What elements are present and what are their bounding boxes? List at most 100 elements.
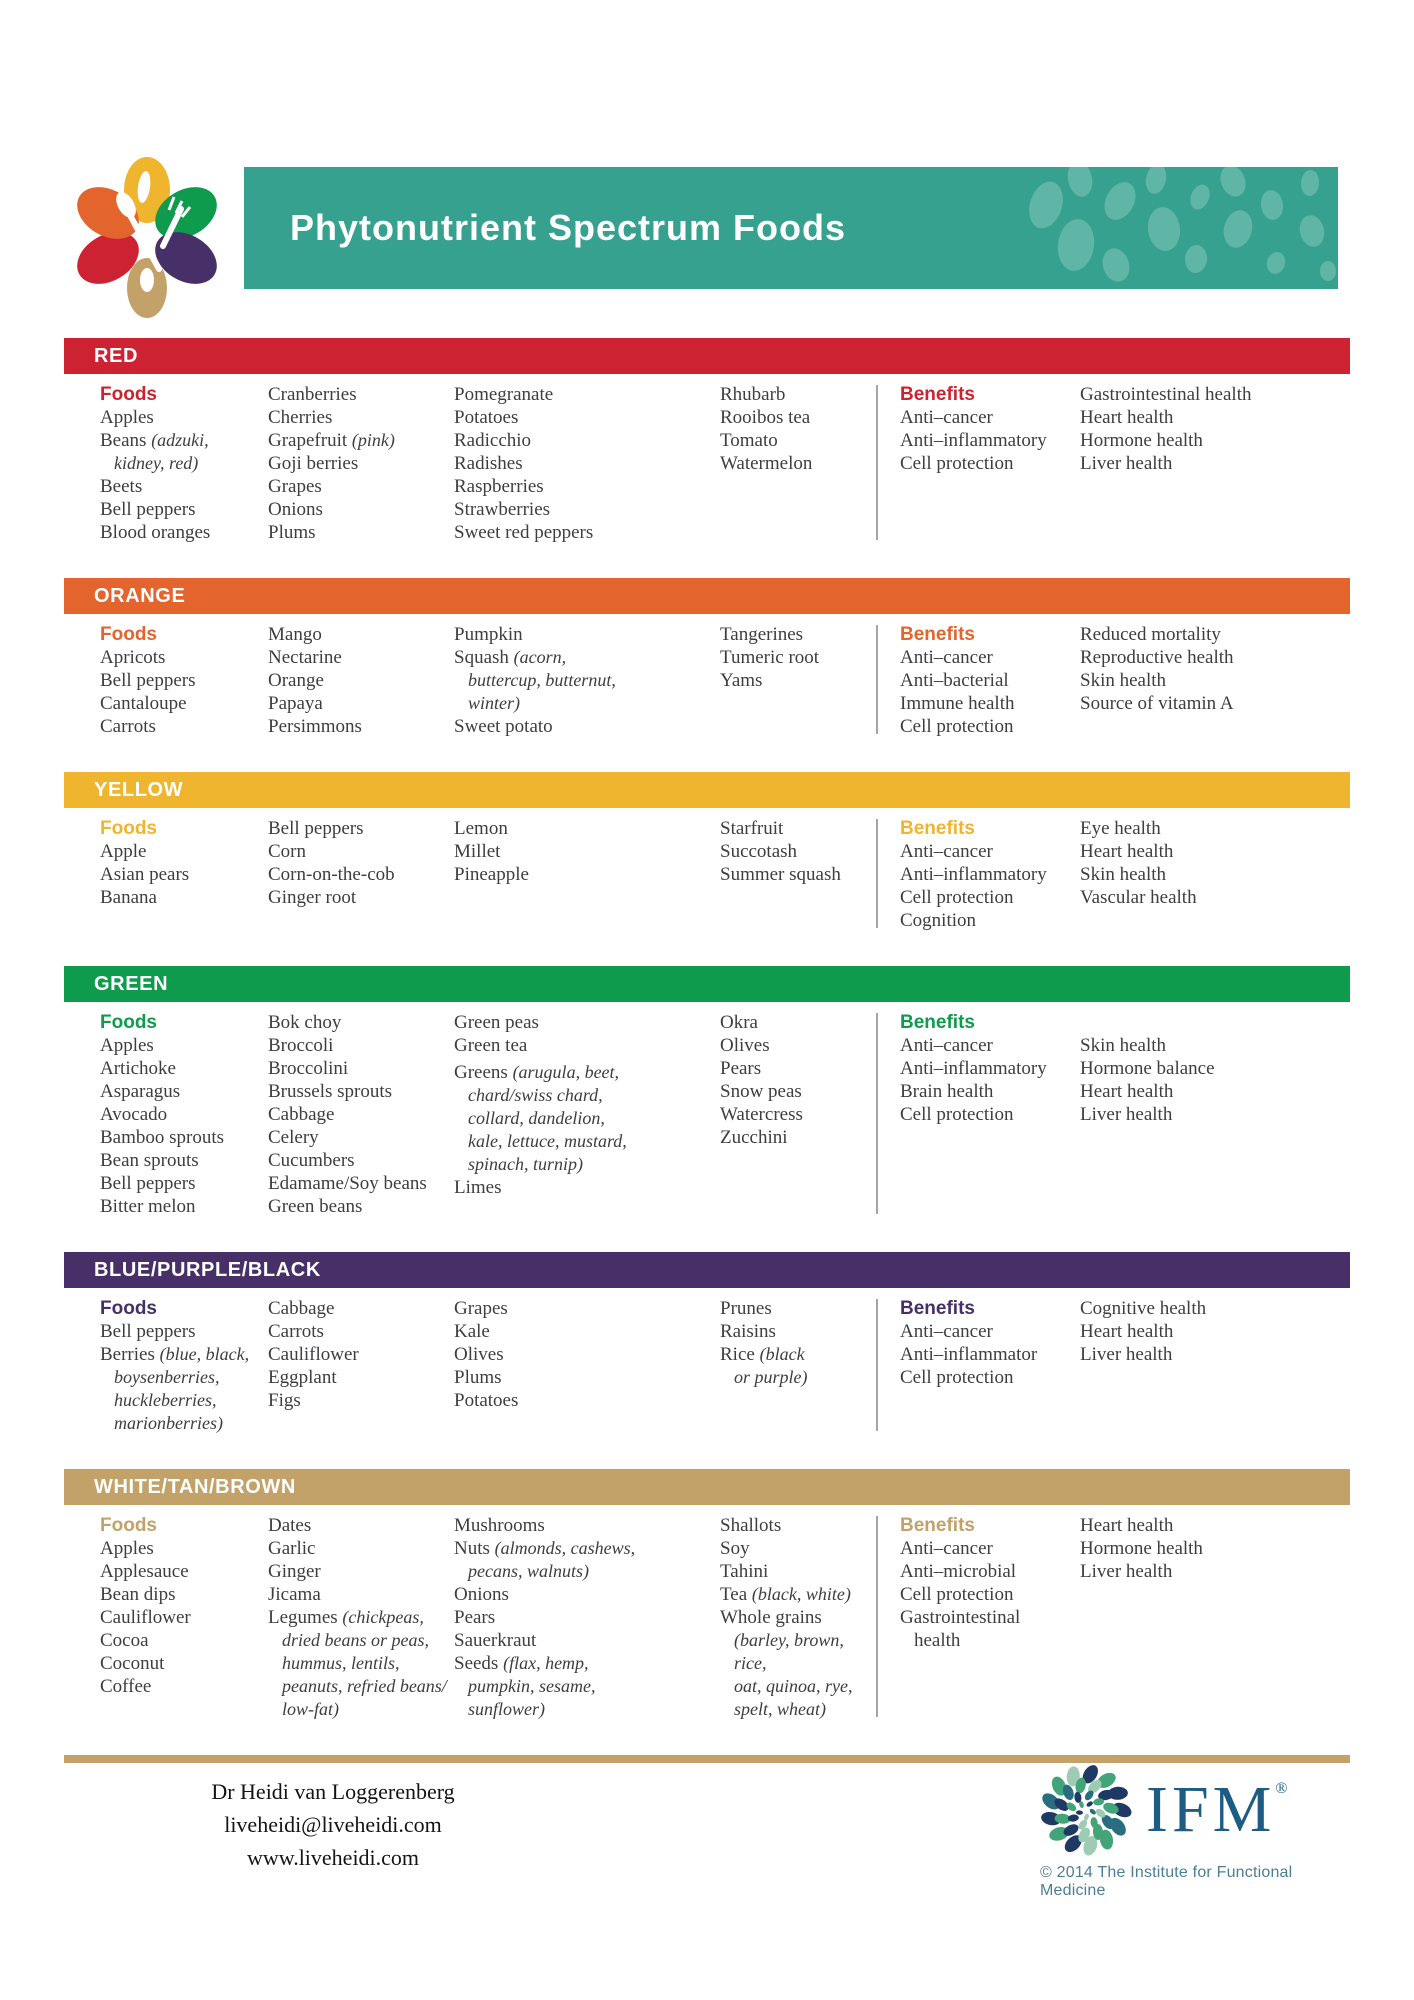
benefit-item: Heart health <box>1080 407 1174 428</box>
benefits-column-1: Benefits Anti–cancer Anti–inflammatory Cel… <box>900 817 1080 932</box>
foods-column-4: Tangerines Tumeric root Yams <box>720 623 870 738</box>
copyright-line: © 2014 The Institute for Functional Medi… <box>1040 1864 1293 1899</box>
benefit-item: Cognition <box>900 910 977 931</box>
food-list: Mushrooms Nuts (almonds, cashews, pecans,… <box>454 1514 720 1721</box>
benefit-item: Liver health <box>1080 1561 1173 1582</box>
benefit-item: Anti–microbial <box>900 1561 1017 1582</box>
food-item: Rhubarb <box>720 384 786 405</box>
contact-email[interactable]: liveheidi@liveheidi.com <box>224 1812 442 1837</box>
food-list: Cranberries Cherries Grapefruit (pink) Goji… <box>268 383 454 544</box>
food-item: Apricots <box>100 647 166 668</box>
food-item: Corn <box>268 841 306 862</box>
food-item: Zucchini <box>720 1127 788 1148</box>
benefits-divider-line <box>876 819 878 928</box>
section-orange: ORANGE Foods Apricots Bell peppers Cantalo… <box>64 578 1350 738</box>
food-item: Snow peas <box>720 1081 802 1102</box>
food-item: Ginger root <box>268 887 357 908</box>
food-item: Tangerines <box>720 624 804 645</box>
food-item: Radishes <box>454 453 523 474</box>
food-list: Prunes Raisins Rice (black or purple) <box>720 1297 870 1389</box>
food-item: Strawberries <box>454 499 551 520</box>
benefit-item: Anti–cancer <box>900 841 993 862</box>
benefit-item: Anti–inflammatory <box>900 430 1047 451</box>
food-item: Mushrooms <box>454 1515 545 1536</box>
food-item: Grapes <box>268 476 322 497</box>
food-item: Sweet red peppers <box>454 522 594 543</box>
section-blue-purple-black: BLUE/PURPLE/BLACK Foods Bell peppers Berr… <box>64 1252 1350 1435</box>
food-item: Bean sprouts <box>100 1150 199 1171</box>
benefit-item: Liver health <box>1080 1344 1173 1365</box>
benefit-item: Cognitive health <box>1080 1298 1207 1319</box>
section-title: GREEN <box>94 972 169 995</box>
foods-label: Foods <box>100 1298 157 1319</box>
food-list: Pumpkin Squash (acorn, buttercup, buttern… <box>454 623 720 738</box>
food-item: Tomato <box>720 430 778 451</box>
food-item: Applesauce <box>100 1561 189 1582</box>
benefit-item: Heart health <box>1080 841 1174 862</box>
benefit-item: Hormone health <box>1080 430 1203 451</box>
benefits-label: Benefits <box>900 1515 975 1536</box>
ifm-wordmark: IFM® <box>1146 1773 1292 1846</box>
benefit-item: Anti–cancer <box>900 1035 993 1056</box>
section-body: Foods Apples Artichoke Asparagus Avocado Bam… <box>64 1002 1350 1218</box>
foods-label: Foods <box>100 384 157 405</box>
food-list: Starfruit Succotash Summer squash <box>720 817 870 886</box>
food-item: Cherries <box>268 407 333 428</box>
food-item: Sauerkraut <box>454 1630 537 1651</box>
contact-block: Dr Heidi van Loggerenberg liveheidi@live… <box>168 1775 498 1874</box>
food-item: Kale <box>454 1321 490 1342</box>
food-item: Papaya <box>268 693 323 714</box>
food-list: Rhubarb Rooibos tea Tomato Watermelon <box>720 383 870 475</box>
food-item: Summer squash <box>720 864 841 885</box>
food-item: Apples <box>100 407 154 428</box>
benefit-list: Anti–cancer Anti–bacterial Immune health Ce… <box>900 646 1080 738</box>
benefit-item: Gastrointestinal health <box>1080 384 1252 405</box>
benefit-item: Liver health <box>1080 453 1173 474</box>
benefits-divider-line <box>876 1299 878 1431</box>
benefits-label: Benefits <box>900 1298 975 1319</box>
food-item: Cocoa <box>100 1630 149 1651</box>
food-item: Bok choy <box>268 1012 342 1033</box>
food-list: Okra Olives Pears Snow peas Watercress Zucchi… <box>720 1011 870 1149</box>
food-item: Sweet potato <box>454 716 553 737</box>
food-list: Lemon Millet Pineapple <box>454 817 720 886</box>
benefit-item: Heart health <box>1080 1081 1174 1102</box>
food-list: Cabbage Carrots Cauliflower Eggplant Figs <box>268 1297 454 1412</box>
food-item: Rooibos tea <box>720 407 811 428</box>
food-item: Tumeric root <box>720 647 820 668</box>
food-item: Eggplant <box>268 1367 337 1388</box>
food-item: Potatoes <box>454 1390 519 1411</box>
food-list: Apples Artichoke Asparagus Avocado Bamboo sp… <box>100 1034 268 1218</box>
foods-column-4: Prunes Raisins Rice (black or purple) <box>720 1297 870 1435</box>
food-item: Bamboo sprouts <box>100 1127 225 1148</box>
section-body: Foods Bell peppers Berries (blue, black, … <box>64 1288 1350 1435</box>
food-item: Cauliflower <box>268 1344 359 1365</box>
food-item: Onions <box>268 499 323 520</box>
foods-column-2: Bell peppers Corn Corn-on-the-cob Ginger ro… <box>268 817 454 932</box>
food-list: Apple Asian pears Banana <box>100 840 268 909</box>
food-item: Mango <box>268 624 322 645</box>
foods-column-1: Foods Apples Beans (adzuki, kidney, red) B… <box>100 383 268 544</box>
foods-column-2: Cranberries Cherries Grapefruit (pink) Goji… <box>268 383 454 544</box>
section-title: YELLOW <box>94 778 184 801</box>
food-item: Shallots <box>720 1515 782 1536</box>
food-item: Starfruit <box>720 818 784 839</box>
contact-website[interactable]: www.liveheidi.com <box>246 1845 420 1870</box>
foods-column-3: Lemon Millet Pineapple <box>454 817 720 932</box>
benefit-list: Anti–cancer Anti–inflammatory Cell protect… <box>900 840 1080 932</box>
benefit-item: Cell protection <box>900 1367 1014 1388</box>
foods-column-3: Pomegranate Potatoes Radicchio Radishes Rasp… <box>454 383 720 544</box>
food-item: Carrots <box>268 1321 324 1342</box>
food-item: Coffee <box>100 1676 152 1697</box>
foods-label: Foods <box>100 1515 157 1536</box>
benefit-item: Cell protection <box>900 716 1014 737</box>
benefits-column-2: Skin health Hormone balance Heart health Li… <box>1080 1011 1350 1218</box>
food-item: Watermelon <box>720 453 813 474</box>
benefit-item: Anti–cancer <box>900 647 993 668</box>
benefits-column-1: Benefits Anti–cancer Anti–bacterial Immune… <box>900 623 1080 738</box>
food-item: Rice (black or purple) <box>720 1344 808 1387</box>
food-list: Green peas Green tea Greens (arugula, beet… <box>454 1011 720 1199</box>
benefits-divider-line <box>876 625 878 734</box>
food-list: Bok choy Broccoli Broccolini Brussels sprou… <box>268 1011 454 1218</box>
food-item: Bell peppers <box>100 1173 196 1194</box>
